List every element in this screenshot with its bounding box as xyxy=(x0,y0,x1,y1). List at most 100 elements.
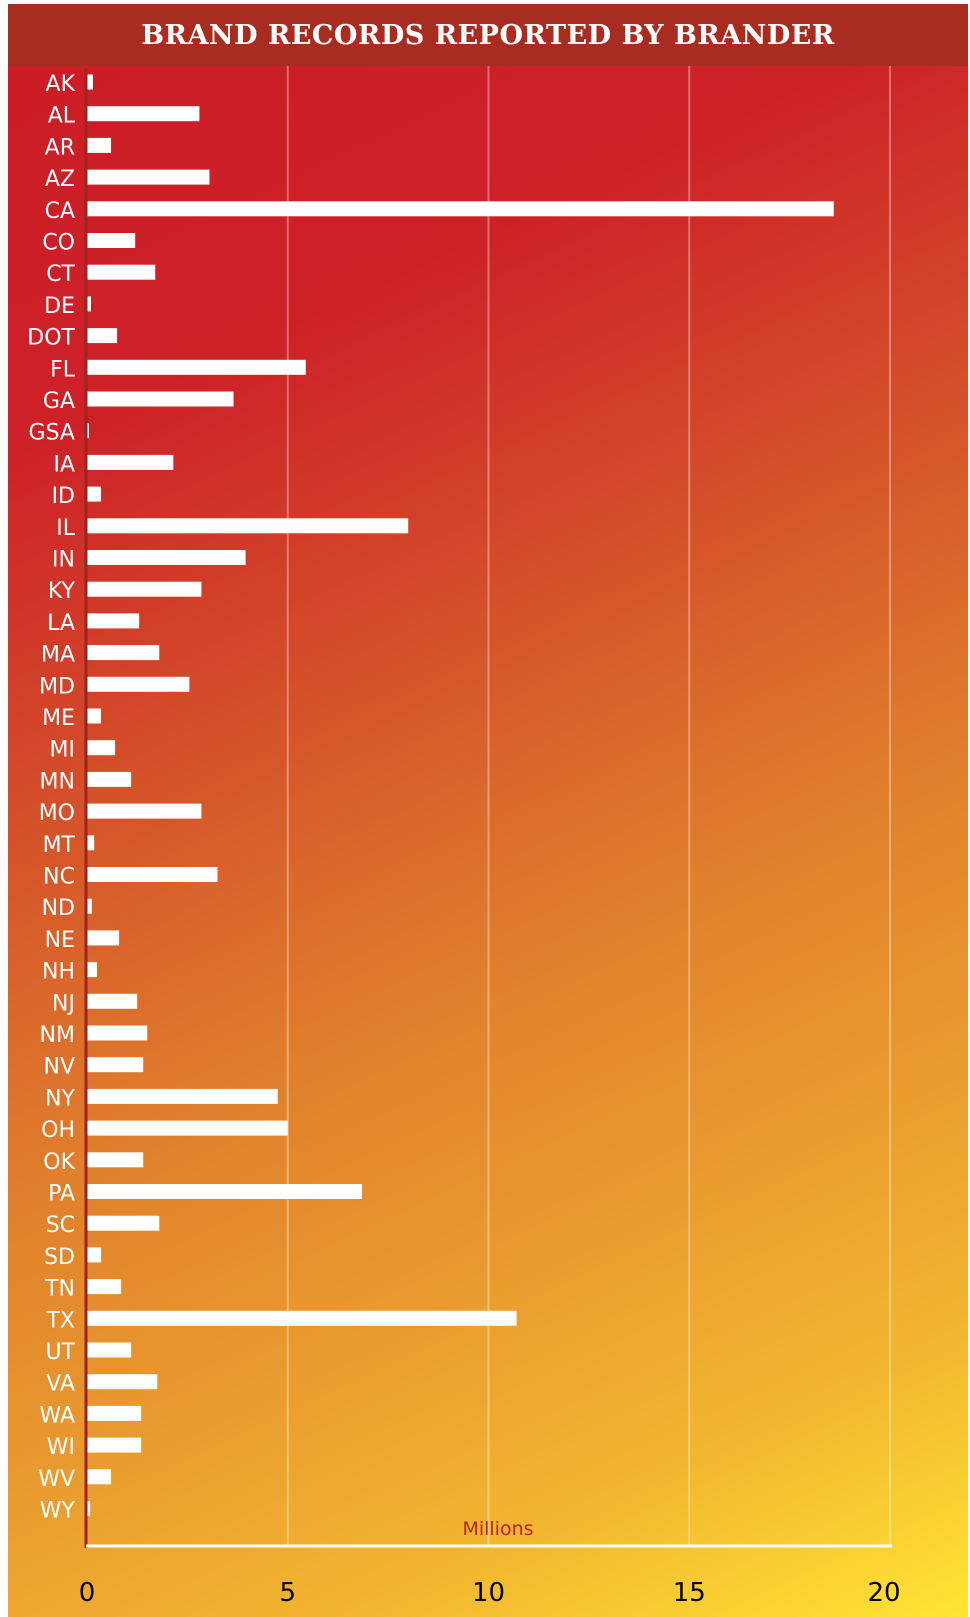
category-labels: AK AL AR AZ CA CO CT DE DOT FL GA GSA IA ID IL IN KY LA MA… xyxy=(27,72,75,1524)
category-label-ca: CA xyxy=(45,199,75,224)
bar-mt xyxy=(87,835,95,851)
category-label-nm: NM xyxy=(40,1023,75,1048)
category-label-de: DE xyxy=(44,294,75,319)
x-tick-label-10: 10 xyxy=(472,1578,505,1608)
bar-gsa xyxy=(87,423,90,439)
bar-co xyxy=(87,233,136,248)
bar-ut xyxy=(87,1342,132,1358)
category-label-in: IN xyxy=(52,548,75,573)
bar-dot xyxy=(87,328,118,344)
bar-az xyxy=(87,169,210,185)
category-label-me: ME xyxy=(42,706,75,731)
bar-ga xyxy=(87,391,234,407)
category-label-gsa: GSA xyxy=(29,421,75,446)
bar-ia xyxy=(87,454,174,470)
category-label-nh: NH xyxy=(42,960,75,985)
gridlines xyxy=(286,66,891,1546)
category-label-ut: UT xyxy=(45,1340,75,1365)
category-label-nv: NV xyxy=(43,1055,75,1080)
title-bar: BRAND RECORDS REPORTED BY BRANDER xyxy=(8,4,968,66)
bar-nc xyxy=(87,867,218,882)
category-label-wv: WV xyxy=(38,1467,75,1492)
category-label-wy: WY xyxy=(40,1499,76,1524)
category-label-wi: WI xyxy=(47,1435,75,1460)
x-tick-label-20: 20 xyxy=(867,1578,900,1608)
category-label-mt: MT xyxy=(43,833,76,858)
x-tick-label-0: 0 xyxy=(79,1578,96,1608)
bar-ct xyxy=(87,264,156,280)
category-label-ak: AK xyxy=(46,72,76,97)
category-label-ct: CT xyxy=(46,262,75,287)
bar-la xyxy=(87,613,140,629)
bar-in xyxy=(87,550,246,565)
bar-id xyxy=(87,486,102,502)
bar-wi xyxy=(87,1437,142,1453)
chart-title: BRAND RECORDS REPORTED BY BRANDER xyxy=(141,19,835,51)
bar-sd xyxy=(87,1247,102,1263)
category-label-mi: MI xyxy=(50,738,75,763)
category-label-ok: OK xyxy=(43,1150,75,1175)
bar-oh xyxy=(87,1120,288,1136)
bar-ok xyxy=(87,1152,144,1168)
x-tick-label-15: 15 xyxy=(673,1578,706,1608)
category-label-ma: MA xyxy=(41,643,75,668)
bar-ak xyxy=(87,74,94,90)
category-label-ky: KY xyxy=(48,579,76,604)
bar-me xyxy=(87,708,102,724)
category-label-fl: FL xyxy=(50,357,76,382)
bars xyxy=(87,74,834,1516)
bar-ny xyxy=(87,1088,278,1104)
bar-wy xyxy=(87,1501,91,1516)
bar-ca xyxy=(87,201,834,217)
category-label-nc: NC xyxy=(43,865,75,890)
bar-tx xyxy=(87,1310,517,1326)
category-label-ne: NE xyxy=(45,928,75,953)
bar-ne xyxy=(87,930,120,946)
bar-wv xyxy=(87,1469,112,1485)
bar-pa xyxy=(87,1184,363,1199)
category-label-az: AZ xyxy=(45,167,75,192)
category-label-dot: DOT xyxy=(27,326,75,351)
category-label-nj: NJ xyxy=(52,991,75,1016)
bar-de xyxy=(87,296,92,312)
bar-nj xyxy=(87,993,138,1009)
bar-mn xyxy=(87,771,132,787)
bar-sc xyxy=(87,1215,160,1231)
bar-ky xyxy=(87,581,202,597)
category-label-mo: MO xyxy=(39,801,75,826)
category-label-md: MD xyxy=(39,674,75,699)
bar-ma xyxy=(87,645,160,661)
category-label-tn: TN xyxy=(44,1277,75,1302)
category-label-co: CO xyxy=(42,231,75,256)
category-label-va: VA xyxy=(46,1372,75,1397)
category-label-sc: SC xyxy=(46,1213,75,1238)
bar-ar xyxy=(87,137,112,153)
category-label-wa: WA xyxy=(39,1403,75,1428)
category-label-oh: OH xyxy=(41,1118,75,1143)
category-label-mn: MN xyxy=(40,769,75,794)
category-label-tx: TX xyxy=(45,1308,75,1333)
bar-mi xyxy=(87,740,116,756)
category-label-id: ID xyxy=(52,484,75,509)
category-label-nd: ND xyxy=(42,896,75,921)
bar-il xyxy=(87,518,409,534)
bar-mo xyxy=(87,803,202,819)
x-axis-unit-label: Millions xyxy=(462,1518,533,1540)
chart-frame: BRAND RECORDS REPORTED BY BRANDER AK AL AR… xyxy=(8,4,968,1617)
bar-chart: AK AL AR AZ CA CO CT DE DOT FL GA GSA IA ID IL IN KY LA MA… xyxy=(27,66,901,1608)
bar-nv xyxy=(87,1057,144,1073)
category-label-pa: PA xyxy=(48,1182,75,1207)
bar-va xyxy=(87,1374,158,1390)
category-label-sd: SD xyxy=(44,1245,75,1270)
category-label-ar: AR xyxy=(45,135,75,160)
category-label-al: AL xyxy=(48,104,76,129)
bar-nh xyxy=(87,962,98,978)
category-label-la: LA xyxy=(47,611,75,636)
bar-fl xyxy=(87,359,306,375)
bar-nd xyxy=(87,898,92,914)
category-label-il: IL xyxy=(56,516,75,541)
category-label-ga: GA xyxy=(43,389,75,414)
axes: 0 5 10 15 20 Millions xyxy=(79,68,901,1608)
category-label-ny: NY xyxy=(45,1086,75,1111)
category-label-ia: IA xyxy=(53,452,75,477)
